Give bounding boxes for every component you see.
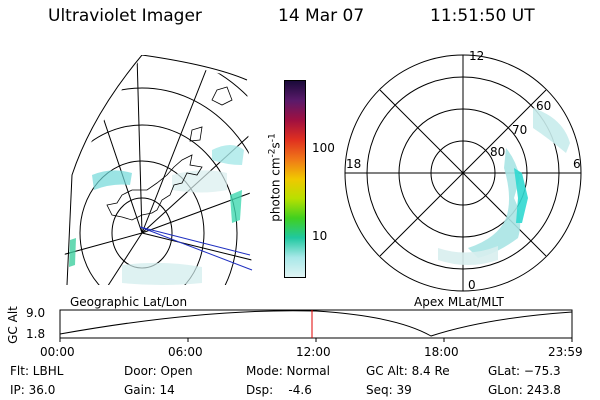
mlat-label-80: 80 (490, 145, 505, 159)
mode-info: Mode: Normal (246, 364, 330, 378)
earth-limb (66, 55, 143, 286)
geo-meridian (101, 232, 143, 285)
altitude-curve (59, 310, 573, 337)
geo-lat-ring (62, 124, 238, 285)
timeline-x-tick-0000: 00:00 (40, 345, 75, 359)
geo-lat-ring (79, 160, 205, 285)
geo-meridian (81, 55, 143, 234)
colorbar-label: photon cm-2s-1 (267, 133, 283, 222)
timeline-x-tick-1800: 18:00 (424, 345, 459, 359)
geo-meridian (136, 55, 143, 234)
timeline-y-tick-9: 9.0 (26, 306, 46, 320)
mlt-label-bottom: 0 (468, 278, 476, 292)
aurora-oval (533, 108, 570, 153)
app-title: Ultraviolet Imager (48, 6, 202, 26)
timeline-frame (59, 309, 573, 339)
mlt-label-right: 6 (573, 157, 581, 171)
geo-reference-line (139, 226, 251, 256)
aurora-oval (468, 148, 521, 258)
gc-alt-info: GC Alt: 8.4 Re (366, 364, 450, 378)
coastline (106, 154, 203, 221)
filter-info: Flt: LBHL (10, 364, 64, 378)
geo-meridian (141, 55, 213, 234)
geo-reference-line (139, 226, 253, 271)
time-label: 11:51:50 UT (430, 6, 535, 26)
geographic-map[interactable] (62, 55, 272, 295)
geo-lat-ring (62, 87, 252, 285)
mlt-label-left: 18 (346, 157, 361, 171)
earth-limb (141, 55, 248, 81)
timeline-x-tick-1200: 12:00 (296, 345, 331, 359)
mlt-axis (379, 89, 547, 257)
coastline (211, 86, 233, 106)
timeline-x-tick-0600: 06:00 (168, 345, 203, 359)
coastline (189, 126, 203, 142)
aurora-patch (69, 238, 76, 267)
colorbar (284, 80, 306, 278)
magnetic-polar-plot[interactable]: 12 18 6 0 60 70 80 (338, 48, 588, 298)
timeline-y-axis-label: GC Alt (5, 306, 20, 344)
mlat-label-60: 60 (536, 99, 551, 113)
right-panel-caption: Apex MLat/MLT (414, 295, 504, 309)
aurora-oval (438, 246, 498, 265)
gain-info: Gain: 14 (124, 383, 175, 397)
timeline-x-tick-2359: 23:59 (548, 345, 583, 359)
dsp-info: Dsp: -4.6 (246, 383, 312, 397)
glon-info: GLon: 243.8 (488, 383, 561, 397)
mlat-label-70: 70 (512, 123, 527, 137)
aurora-patch (230, 190, 242, 223)
seq-info: Seq: 39 (366, 383, 412, 397)
geo-meridian (141, 232, 252, 266)
ip-info: IP: 36.0 (10, 383, 56, 397)
aurora-oval (514, 168, 528, 223)
mlt-label-top: 12 (469, 49, 484, 63)
glat-info: GLat: −75.3 (488, 364, 561, 378)
door-info: Door: Open (124, 364, 193, 378)
timeline-y-tick-1: 1.8 (26, 327, 46, 341)
left-panel-caption: Geographic Lat/Lon (70, 295, 188, 309)
aurora-patch (212, 145, 244, 165)
aurora-patch (122, 262, 202, 285)
date-label: 14 Mar 07 (278, 6, 365, 26)
colorbar-tick-10: 10 (312, 229, 328, 243)
aurora-patch (172, 170, 227, 193)
colorbar-tick-100: 100 (312, 141, 335, 155)
altitude-timeline[interactable] (56, 306, 576, 342)
aurora-patch (92, 170, 132, 190)
